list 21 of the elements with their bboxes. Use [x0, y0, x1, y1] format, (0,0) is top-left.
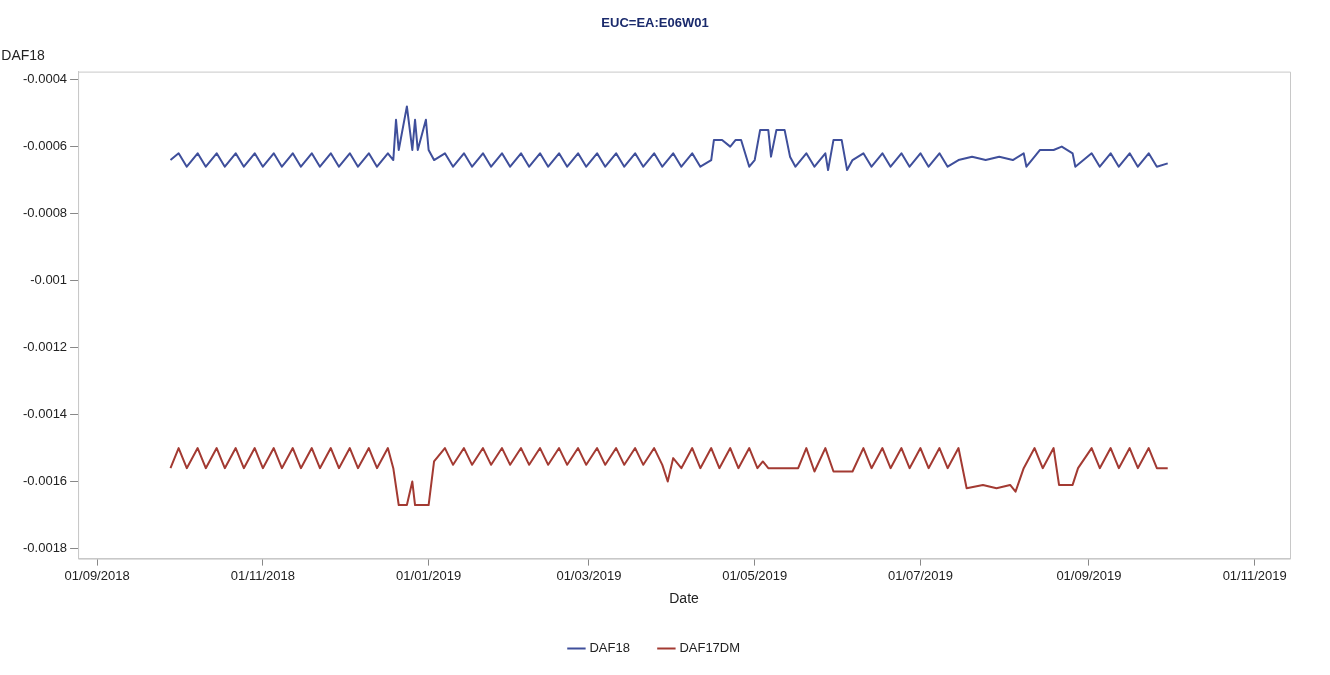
x-tick-label: 01/07/2019 [887, 567, 953, 583]
x-axis-title: Date [669, 590, 700, 607]
y-tick-label: -0.001 [30, 272, 68, 288]
y-tick-label: -0.0012 [23, 339, 68, 355]
x-tick-label: 01/09/2019 [1056, 567, 1122, 583]
legend-label: DAF17DM [679, 640, 741, 656]
x-tick-label: 01/05/2019 [722, 567, 788, 583]
x-tick-label: 01/01/2019 [396, 567, 462, 583]
x-tick-label: 01/11/2018 [230, 567, 295, 583]
legend-label: DAF18 [589, 640, 630, 656]
y-tick-label: -0.0004 [23, 71, 68, 87]
y-axis-title: DAF18 [1, 47, 46, 64]
y-tick-label: -0.0016 [23, 473, 68, 489]
y-tick-label: -0.0008 [23, 205, 68, 221]
y-tick-label: -0.0018 [23, 540, 68, 556]
y-tick-label: -0.0006 [23, 138, 68, 154]
x-tick-label: 01/03/2019 [556, 567, 622, 583]
x-tick-label: 01/09/2018 [64, 567, 130, 583]
x-tick-label: 01/11/2019 [1222, 567, 1287, 583]
y-tick-label: -0.0014 [23, 406, 68, 422]
chart-title: EUC=EA:E06W01 [601, 15, 709, 31]
